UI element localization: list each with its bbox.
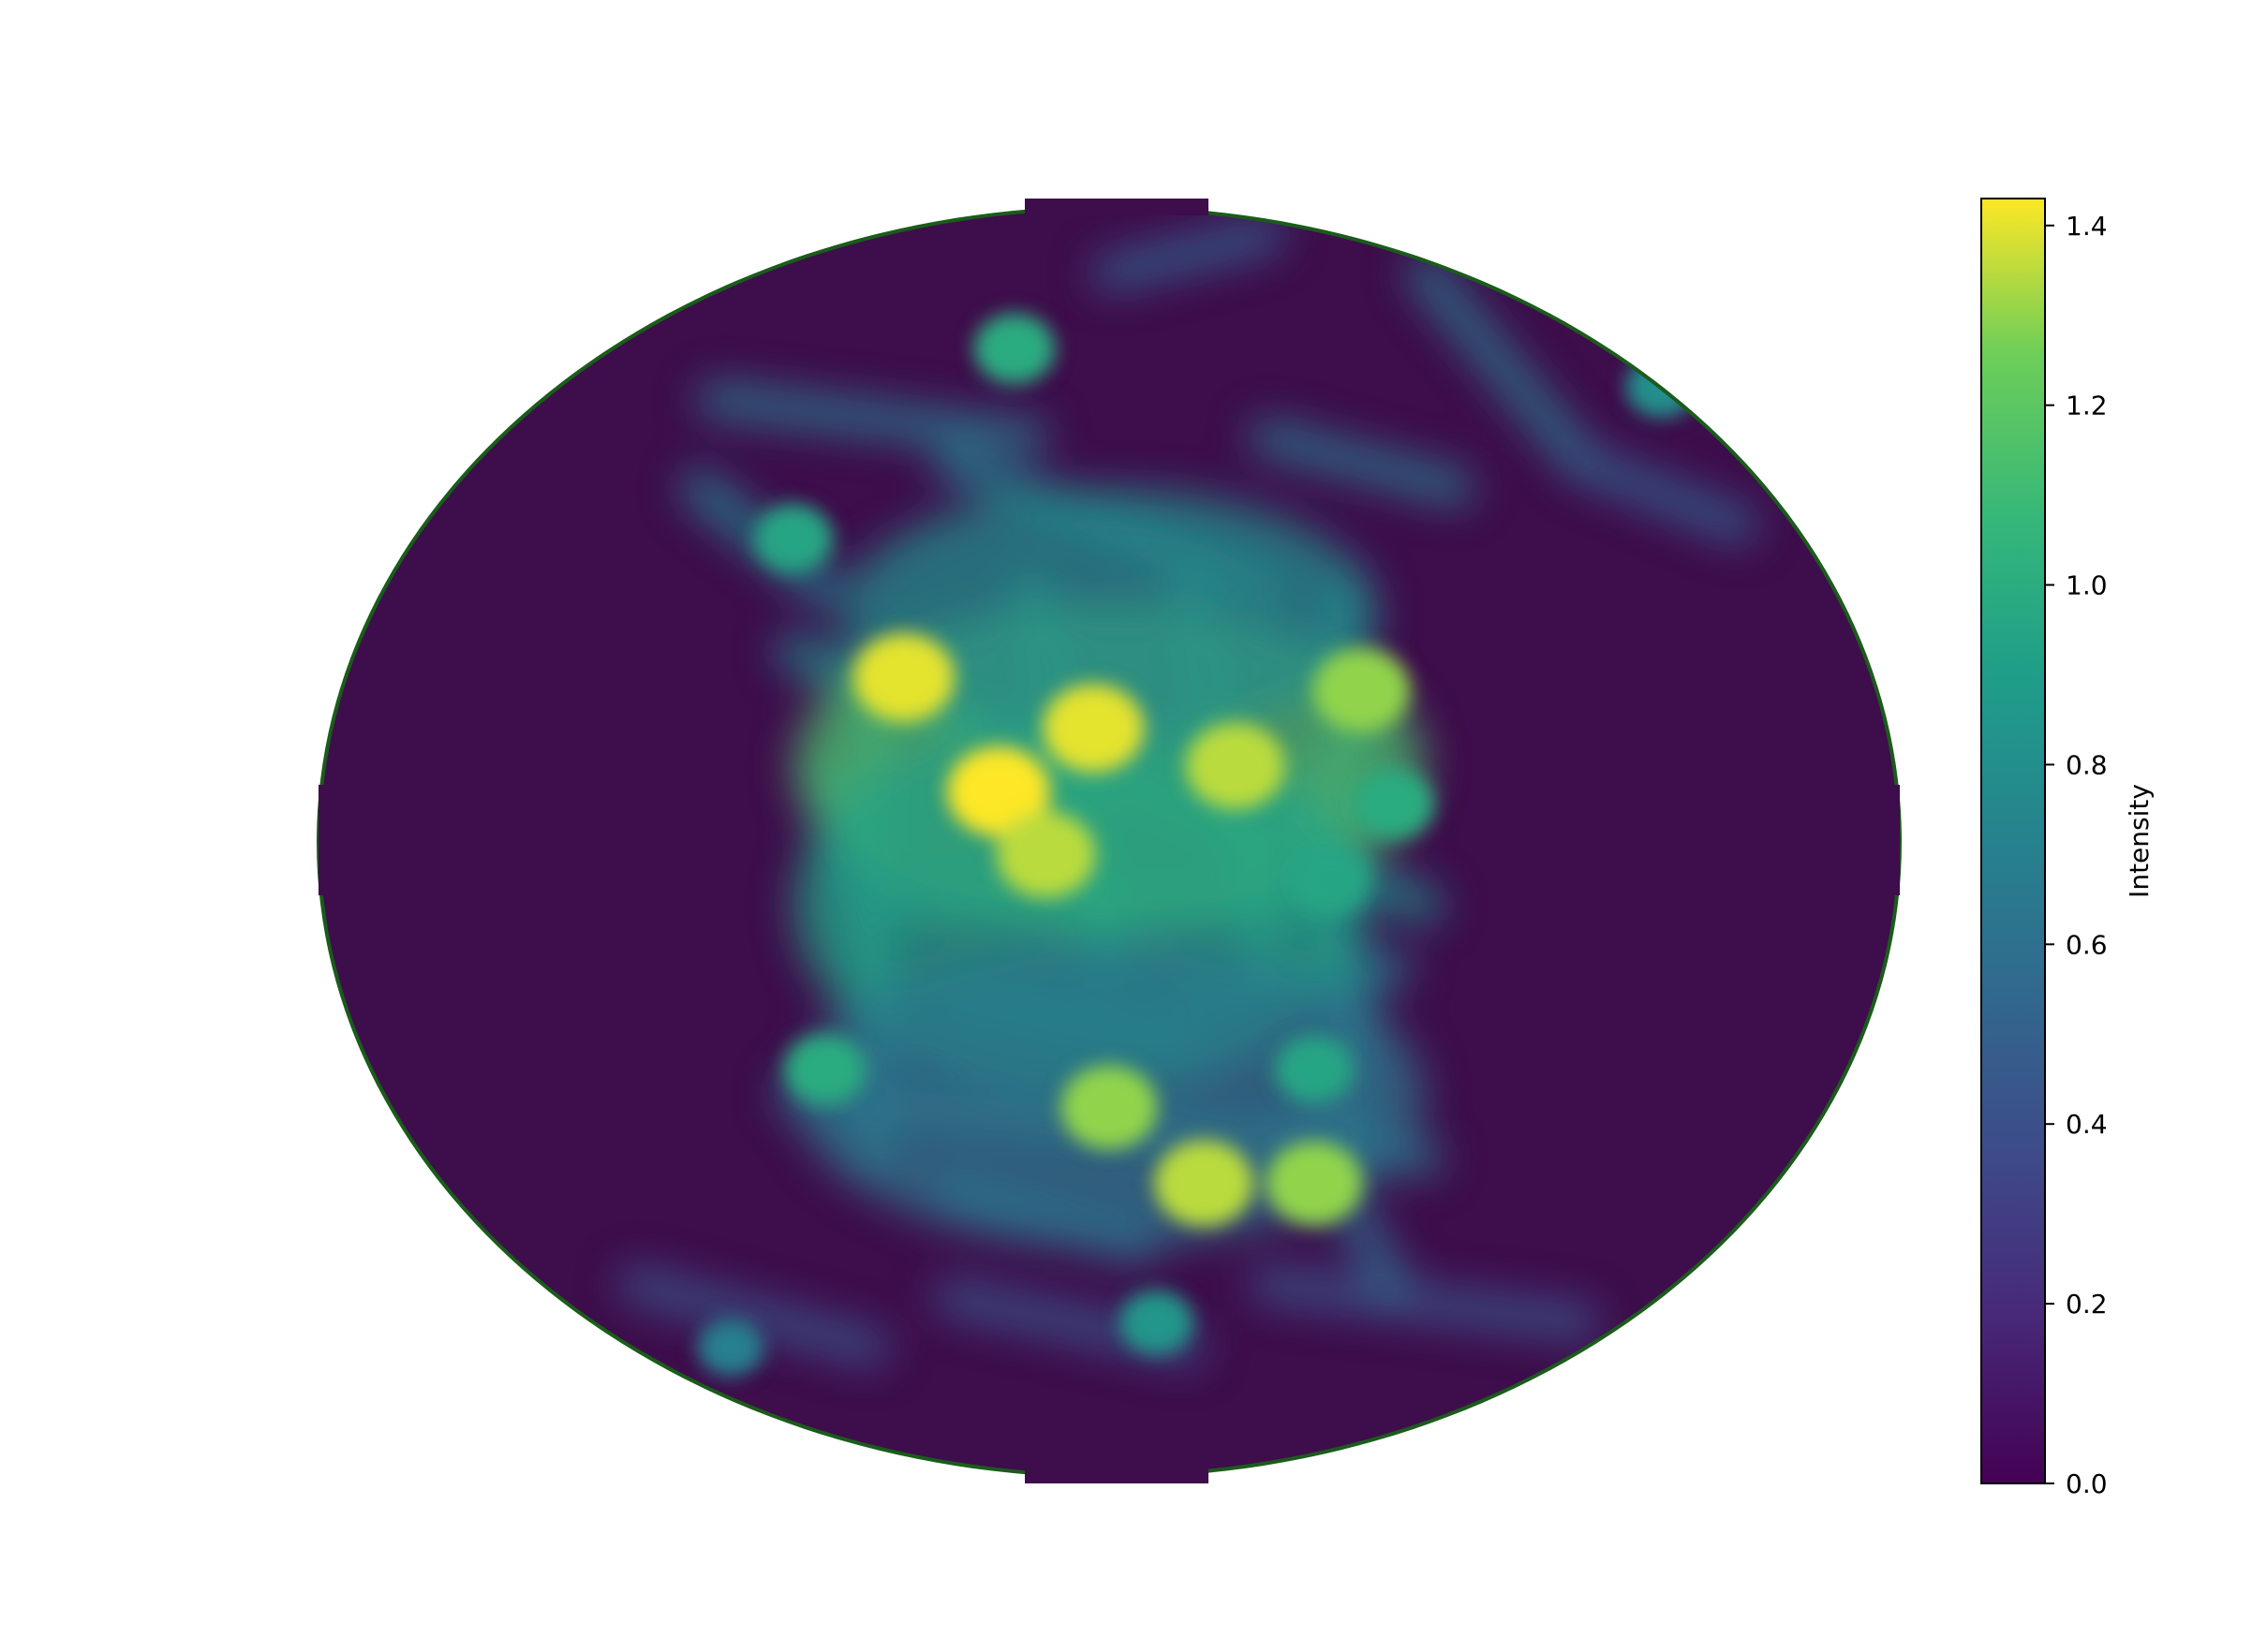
colorbar-tick-label: 1.4 (2066, 211, 2108, 242)
intensity-glow (840, 488, 1378, 741)
intensity-hotspot (1352, 768, 1434, 840)
intensity-hotspot (1312, 648, 1411, 732)
colorbar-tick-label: 0.0 (2066, 1468, 2108, 1499)
network-strand (1091, 217, 1285, 291)
map-edge-patch-bottom (1025, 1467, 1208, 1483)
colorbar-tick-label: 0.4 (2066, 1109, 2108, 1140)
intensity-hotspot (754, 504, 834, 573)
intensity-hotspot (1119, 1290, 1193, 1355)
map-edge-patch-top (1025, 199, 1208, 215)
intensity-hotspot (996, 811, 1096, 898)
intensity-hotspot (1290, 845, 1370, 915)
colorbar-tick-label: 0.6 (2066, 929, 2108, 960)
network-strand (1564, 445, 1758, 544)
intensity-hotspot (1185, 722, 1285, 810)
intensity-hotspot (1274, 1035, 1354, 1104)
colorbar-tick-label: 1.2 (2066, 391, 2108, 421)
colorbar-gradient (1980, 198, 2046, 1484)
intensity-hotspot (852, 633, 956, 722)
intensity-hotspot (946, 746, 1051, 836)
intensity-hotspot (1266, 1141, 1363, 1226)
map-edge-patch-left (319, 785, 333, 895)
network-strand (697, 381, 1048, 455)
network-strand (1249, 420, 1474, 506)
colorbar: 0.0 0.2 0.4 0.6 0.8 1.0 1.2 1.4 Intensity (1980, 198, 2155, 1499)
network-strand (617, 1266, 891, 1365)
network-strand (1406, 255, 1601, 480)
intensity-hotspot (973, 313, 1056, 385)
intensity-hotspot (697, 1319, 764, 1377)
heatmap-map (317, 199, 1902, 1483)
intensity-hotspot (784, 1034, 867, 1105)
map-edge-patch-right (1885, 785, 1900, 895)
network-strand (1249, 1266, 1601, 1340)
intensity-hotspot (1154, 1140, 1254, 1227)
intensity-hotspot (1060, 1065, 1158, 1150)
intensity-hotspot (1042, 684, 1145, 773)
colorbar-tick-label: 0.2 (2066, 1289, 2108, 1320)
colorbar-tick-label: 1.0 (2066, 570, 2108, 601)
colorbar-label: Intensity (2124, 784, 2155, 898)
colorbar-tick-label: 0.8 (2066, 749, 2108, 780)
